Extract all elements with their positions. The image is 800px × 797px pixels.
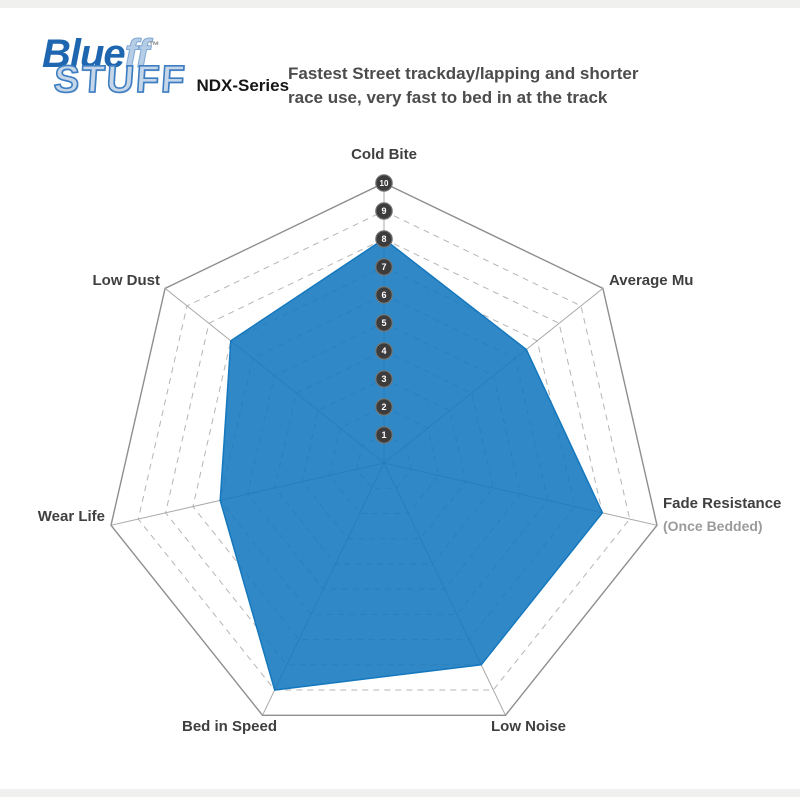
tick-label: 10: [380, 179, 389, 188]
logo-second-line: STUFF NDX-Series: [52, 58, 292, 102]
tick-circle: [375, 230, 393, 248]
axis-label-low-dust: Low Dust: [92, 272, 161, 289]
tick-circle: [375, 258, 393, 276]
axis-label-wear-life: Wear Life: [37, 508, 105, 525]
tick-label: 1: [381, 430, 386, 440]
tick-label: 3: [381, 374, 386, 384]
outer-ring: [110, 182, 658, 716]
axis-label-low-noise: Low Noise: [491, 718, 567, 735]
series-name: NDX-Series: [196, 76, 290, 95]
axis-label-average-mu: Average Mu: [609, 272, 694, 289]
grid-ring: [165, 238, 603, 666]
tick-label: 6: [381, 290, 386, 300]
trademark-symbol: ™: [148, 40, 160, 52]
tick-label: 9: [381, 206, 386, 216]
axis-label-fade-resistance: Fade Resistance (Once Bedded): [663, 492, 783, 538]
tick-circle: [375, 370, 393, 388]
tick-circle: [375, 174, 393, 192]
logo-word-blue: Blueff™: [42, 26, 292, 76]
top-edge-bar: [0, 0, 800, 8]
tick-label: 5: [381, 318, 386, 328]
tick-label: 7: [381, 262, 386, 272]
logo-blue-text: Blue: [42, 32, 126, 76]
once-bedded-text: (Once Bedded): [663, 518, 763, 534]
tick-label: 4: [381, 346, 386, 356]
tick-label: 2: [381, 402, 386, 412]
axis-label-bed-in-speed: Bed in Speed: [182, 718, 278, 735]
bluestuff-logo: Blueff™ STUFF NDX-Series: [42, 26, 292, 102]
axis-label-cold-bite: Cold Bite: [351, 146, 417, 163]
bottom-edge-bar: [0, 789, 800, 797]
grid-ring: [137, 210, 631, 691]
fade-resistance-text: Fade Resistance: [663, 495, 782, 512]
tick-circle: [375, 314, 393, 332]
tick-circle: [375, 286, 393, 304]
tick-circle: [375, 202, 393, 220]
logo-ff-glyphs: ff: [124, 32, 150, 76]
description-line2: race use, very fast to bed in at the tra…: [288, 88, 608, 107]
tick-circle: [375, 426, 393, 444]
tick-circle: [375, 398, 393, 416]
product-description: Fastest Street trackday/lapping and shor…: [288, 62, 708, 110]
data-polygon: [219, 238, 604, 691]
description-line1: Fastest Street trackday/lapping and shor…: [288, 64, 639, 83]
tick-circle: [375, 342, 393, 360]
tick-label: 8: [381, 234, 386, 244]
